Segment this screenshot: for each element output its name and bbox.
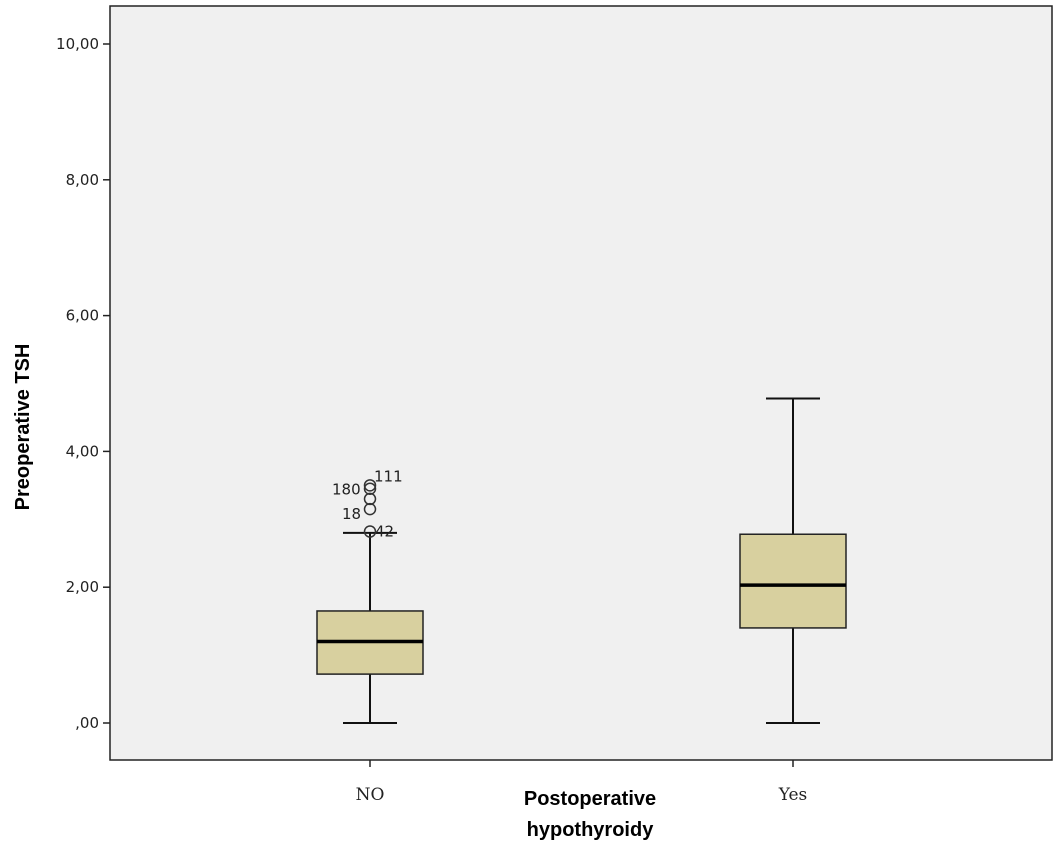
x-tick-label: Yes	[778, 785, 808, 805]
iqr-box	[739, 533, 847, 629]
boxes: 180 111 18 42	[316, 397, 847, 724]
outlier-label: 111	[374, 467, 403, 485]
y-tick-label: 8,00	[66, 171, 99, 189]
y-tick-label: 2,00	[66, 578, 99, 596]
outlier-point	[363, 525, 377, 538]
outlier-point	[363, 479, 377, 492]
y-tick-label: 6,00	[66, 307, 99, 325]
outlier-point	[363, 482, 377, 495]
y-axis-ticks: ,00 2,00 4,00 6,00 8,00 10,00	[56, 35, 110, 732]
outlier-point	[363, 492, 377, 506]
x-axis-title-line-1: Postoperative	[524, 788, 656, 810]
outlier-label: 180	[332, 481, 361, 499]
plot-area	[109, 5, 1053, 761]
outlier-point	[363, 502, 377, 516]
outlier-label: 42	[375, 523, 394, 541]
x-axis-title-line-2: hypothyroidy	[527, 819, 655, 841]
y-tick-label: 10,00	[56, 35, 99, 53]
outlier-label: 18	[342, 505, 361, 523]
y-tick-label: ,00	[75, 714, 99, 732]
y-axis-title: Preoperative TSH	[12, 344, 34, 511]
x-axis-labels: NO Yes	[356, 760, 808, 805]
y-tick-label: 4,00	[66, 442, 99, 460]
x-tick-label: NO	[356, 785, 385, 805]
